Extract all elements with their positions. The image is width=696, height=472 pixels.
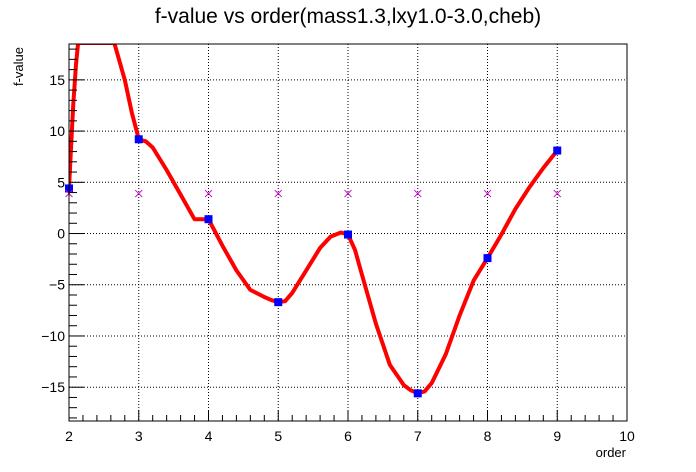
x-tick-label: 3	[135, 428, 143, 444]
series-curve	[69, 44, 560, 396]
data-point-square	[274, 298, 283, 307]
x-tick-label: 10	[619, 428, 635, 444]
x-axis-label: order	[596, 445, 627, 460]
y-tick-label: −15	[41, 379, 65, 395]
y-axis-label: f-value	[11, 47, 26, 86]
data-point-square	[204, 215, 213, 224]
grid	[69, 44, 627, 421]
data-point-cross	[344, 189, 352, 198]
cross-stroke	[204, 189, 213, 198]
x-tick-label: 4	[205, 428, 213, 444]
y-tick-label: −10	[41, 328, 65, 344]
cross-stroke	[134, 189, 143, 198]
data-point-square	[483, 254, 492, 263]
data-point-cross	[413, 189, 422, 198]
y-tick-label: 5	[57, 174, 65, 190]
data-point-cross	[483, 189, 492, 198]
data-point-square	[134, 135, 143, 144]
data-point-cross	[134, 189, 143, 198]
y-tick-label: 10	[49, 123, 65, 139]
x-tick-label: 2	[65, 428, 73, 444]
cross-stroke	[344, 189, 352, 198]
data-point-cross	[553, 189, 562, 198]
cross-stroke	[274, 189, 283, 198]
data-point-square	[553, 146, 562, 155]
fit-curve-line	[69, 44, 560, 396]
y-tick-label: 15	[49, 72, 65, 88]
x-tick-label: 7	[414, 428, 422, 444]
x-tick-label: 9	[553, 428, 561, 444]
data-point-square	[413, 389, 422, 398]
axes: 2 3 4 5 6 7 8 9 10 −15 −10 −5 0 5 10 15	[41, 43, 635, 444]
data-point-cross	[204, 189, 213, 198]
x-tick-label: 5	[274, 428, 282, 444]
data-point-cross	[274, 189, 283, 198]
x-tick-label: 8	[484, 428, 492, 444]
cross-stroke	[553, 189, 562, 198]
y-tick-label: −5	[49, 277, 65, 293]
data-point-square	[344, 230, 352, 239]
cross-stroke	[413, 189, 422, 198]
y-tick-label: 0	[57, 226, 65, 242]
cross-stroke	[483, 189, 492, 198]
chart-title: f-value vs order(mass1.3,lxy1.0-3.0,cheb…	[155, 5, 541, 28]
x-tick-label: 6	[344, 428, 352, 444]
